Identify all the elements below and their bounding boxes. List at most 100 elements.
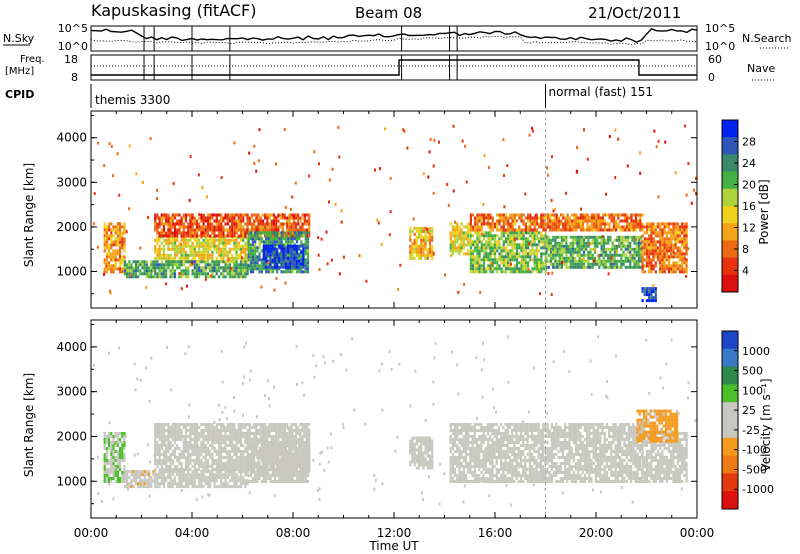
echo-cell <box>103 228 106 232</box>
echo-cell <box>547 235 550 239</box>
echo-cell <box>496 219 499 223</box>
echo-cell <box>471 225 475 229</box>
echo-cell <box>542 243 545 247</box>
echo-cell <box>667 237 671 241</box>
echo-cell <box>130 485 133 489</box>
sky-panel-frame <box>90 25 698 52</box>
echo-cell <box>266 450 269 453</box>
echo-cell <box>105 438 108 441</box>
scatter-echo <box>614 176 617 180</box>
echo-cell <box>200 459 203 462</box>
echo-cell <box>613 247 616 251</box>
echo-cell <box>683 234 686 238</box>
echo-cell <box>103 222 106 226</box>
echo-cell <box>160 234 163 238</box>
echo-cell <box>615 222 618 226</box>
echo-cell <box>112 453 115 456</box>
echo-cell <box>659 258 662 262</box>
echo-cell <box>491 258 494 262</box>
echo-cell <box>187 485 190 489</box>
echo-cell <box>222 435 225 438</box>
echo-cell <box>650 237 653 241</box>
echo-cell <box>224 238 227 242</box>
echo-cell <box>206 256 210 260</box>
echo-cell <box>533 234 536 238</box>
echo-cell <box>560 228 563 232</box>
echo-cell <box>518 225 521 229</box>
echo-cell <box>417 253 421 257</box>
echo-cell <box>228 468 232 471</box>
echo-cell <box>137 275 140 279</box>
echo-cell <box>480 246 483 250</box>
echo-cell <box>156 225 159 229</box>
echo-cell <box>156 250 159 254</box>
echo-cell <box>156 435 159 438</box>
echo-cell <box>672 228 675 232</box>
echo-cell <box>598 259 601 263</box>
echo-cell <box>130 266 133 270</box>
echo-cell <box>522 261 525 265</box>
scatter-echo <box>384 127 387 131</box>
echo-cell <box>200 269 203 273</box>
echo-cell <box>211 250 214 254</box>
echo-cell <box>269 256 272 260</box>
echo-cell <box>611 256 614 260</box>
echo-cell <box>621 219 624 223</box>
echo-cell <box>160 459 163 462</box>
echo-cell <box>280 244 283 248</box>
echo-cell <box>589 235 592 239</box>
echo-cell <box>160 256 163 260</box>
echo-cell <box>220 435 223 438</box>
echo-cell <box>165 423 168 426</box>
echo-cell <box>114 228 117 232</box>
echo-cell <box>560 262 564 266</box>
echo-cell <box>224 241 227 245</box>
echo-cell <box>193 219 196 223</box>
echo-cell <box>474 228 477 232</box>
echo-cell <box>228 459 232 462</box>
echo-cell <box>176 260 179 264</box>
echo-cell <box>574 238 577 242</box>
echo-cell <box>289 247 292 251</box>
echo-cell <box>500 213 503 217</box>
echo-cell <box>261 447 265 450</box>
echo-cell <box>593 222 596 226</box>
echo-cell <box>493 225 497 229</box>
echo-cell <box>569 250 572 254</box>
echo-cell <box>560 253 564 257</box>
echo-cell <box>178 241 181 245</box>
echo-cell <box>587 262 590 266</box>
echo-cell <box>271 253 274 257</box>
echo-cell <box>563 259 566 263</box>
echo-cell <box>254 243 257 247</box>
echo-cell <box>305 228 309 232</box>
echo-cell <box>202 438 205 441</box>
echo-cell <box>420 256 423 260</box>
echo-cell <box>633 238 636 242</box>
echo-cell <box>237 241 240 245</box>
echo-cell <box>173 253 177 257</box>
freq-panel-frame <box>90 54 698 81</box>
echo-cell <box>242 456 245 459</box>
echo-cell <box>298 237 301 241</box>
echo-cell <box>650 261 653 265</box>
echo-cell <box>224 250 227 254</box>
echo-cell <box>251 261 255 265</box>
echo-cell <box>239 263 243 267</box>
echo-cell <box>672 225 675 229</box>
echo-cell <box>156 238 159 242</box>
echo-cell <box>576 235 579 239</box>
echo-cell <box>518 270 521 274</box>
echo-cell <box>540 264 543 268</box>
echo-cell <box>449 222 452 226</box>
echo-cell <box>257 429 260 432</box>
echo-cell <box>217 441 221 444</box>
echo-cell <box>130 473 133 477</box>
echo-cell <box>103 261 106 265</box>
echo-cell <box>160 468 163 471</box>
scatter-echo <box>330 258 333 262</box>
echo-cell <box>235 450 238 453</box>
echo-cell <box>619 228 622 232</box>
echo-cell <box>411 253 414 257</box>
echo-cell <box>260 258 263 262</box>
